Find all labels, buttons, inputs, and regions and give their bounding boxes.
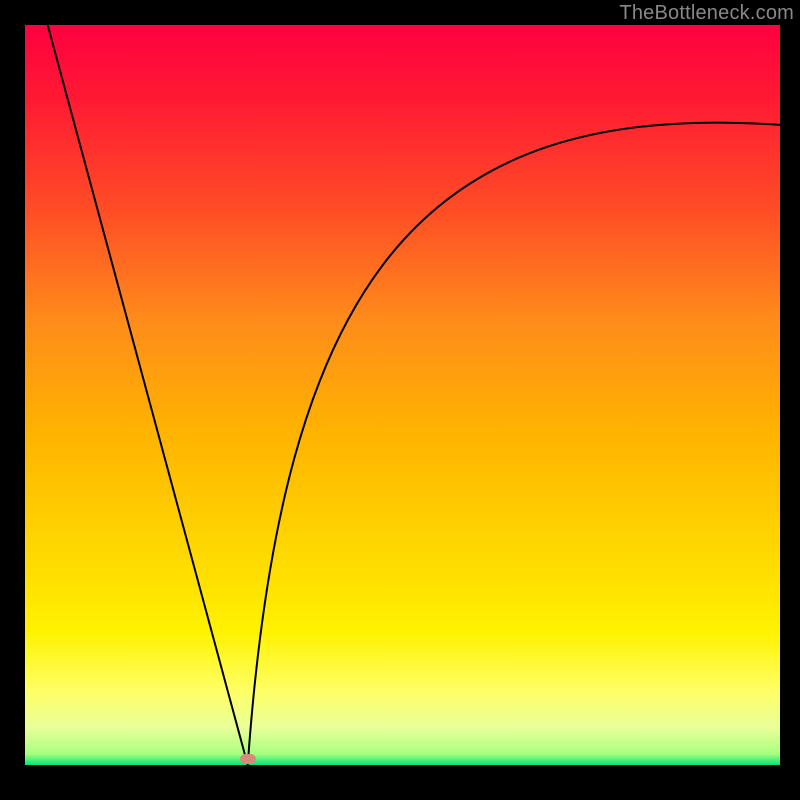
chart-container: TheBottleneck.com	[0, 0, 800, 800]
plot-area	[25, 25, 780, 765]
bottleneck-marker	[240, 754, 256, 764]
curve-path	[48, 25, 780, 765]
bottleneck-curve	[25, 25, 780, 765]
watermark-text: TheBottleneck.com	[619, 2, 794, 25]
